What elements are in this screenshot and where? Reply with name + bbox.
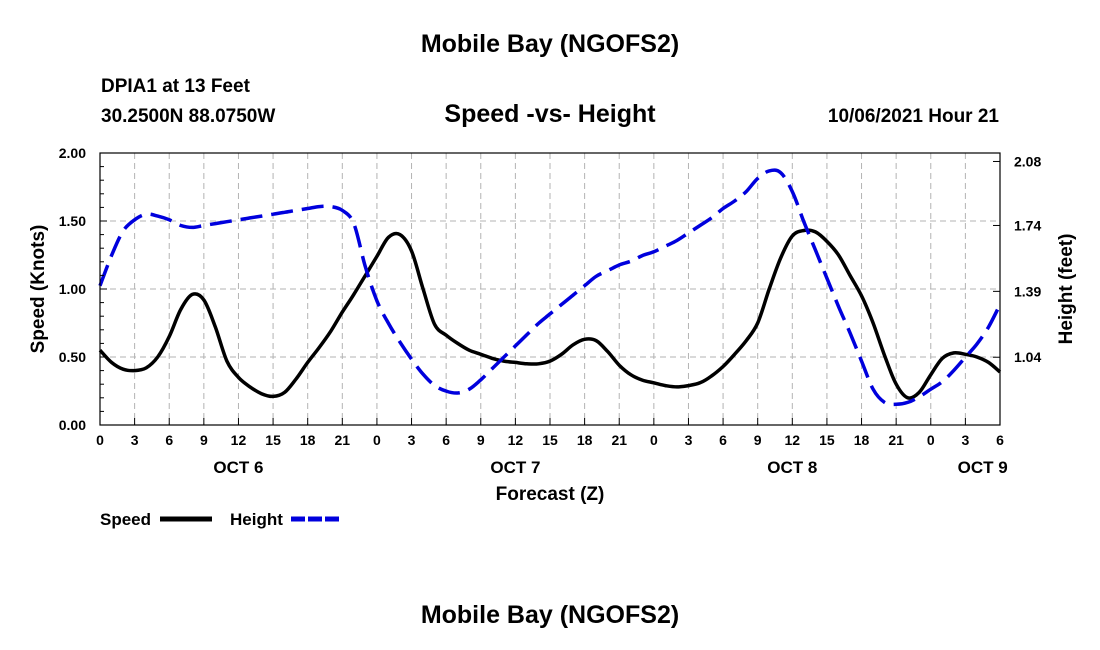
- x-tick-label: 3: [961, 432, 969, 448]
- x-tick-label: 21: [335, 432, 351, 448]
- y-tick-label: 0.00: [59, 417, 86, 433]
- y-tick-label: 1.00: [59, 281, 86, 297]
- chart-title: Speed -vs- Height: [444, 100, 656, 128]
- x-tick-label: 3: [131, 432, 139, 448]
- series-line-speed: [98, 228, 1002, 400]
- x-tick-label: 18: [577, 432, 593, 448]
- x-tick-label: 21: [888, 432, 904, 448]
- x-tick-label: 15: [542, 432, 558, 448]
- y2-tick-label: 1.74: [1014, 217, 1041, 233]
- series-line-height: [98, 168, 1002, 407]
- x-tick-label: 0: [650, 432, 658, 448]
- legend-label-height: Height: [230, 510, 283, 529]
- x-tick-label: 21: [611, 432, 627, 448]
- y2-axis-title: Height (feet): [1056, 234, 1077, 345]
- day-label: OCT 6: [213, 458, 263, 477]
- y2-tick-label: 2.08: [1014, 153, 1041, 169]
- axes: 0 3 6 9 12 15 18 21 0 3 6 9 12 15 18 21 0 3 6 9 12 15 18 21 0 3 6 0…: [28, 145, 1077, 505]
- x-tick-label: 6: [442, 432, 450, 448]
- x-tick-label: 3: [408, 432, 416, 448]
- station-label: DPIA1 at 13 Feet: [101, 76, 250, 97]
- x-tick-label: 15: [265, 432, 281, 448]
- grid-lines: [100, 153, 1000, 425]
- coordinates-label: 30.2500N 88.0750W: [101, 106, 276, 127]
- x-tick-label: 0: [373, 432, 381, 448]
- legend: Speed Height: [100, 510, 342, 529]
- y-axis-title: Speed (Knots): [28, 225, 49, 354]
- day-label: OCT 7: [490, 458, 540, 477]
- y-tick-label: 1.50: [59, 213, 86, 229]
- x-tick-label: 9: [200, 432, 208, 448]
- y2-tick-label: 1.39: [1014, 283, 1041, 299]
- x-tick-label: 9: [754, 432, 762, 448]
- x-tick-label: 6: [719, 432, 727, 448]
- x-tick-label: 12: [508, 432, 524, 448]
- x-tick-label: 18: [300, 432, 316, 448]
- x-tick-label: 6: [165, 432, 173, 448]
- x-tick-label: 9: [477, 432, 485, 448]
- day-label: OCT 9: [958, 458, 1008, 477]
- y-tick-label: 2.00: [59, 145, 86, 161]
- legend-label-speed: Speed: [100, 510, 151, 529]
- x-tick-label: 12: [785, 432, 801, 448]
- page-title: Mobile Bay (NGOFS2): [420, 30, 680, 58]
- y2-tick-label: 1.04: [1014, 349, 1041, 365]
- x-tick-label: 12: [231, 432, 247, 448]
- x-axis-title: Forecast (Z): [496, 484, 605, 505]
- series-lines: [98, 168, 1002, 407]
- x-tick-label: 15: [819, 432, 835, 448]
- x-tick-label: 18: [854, 432, 870, 448]
- x-tick-label: 6: [996, 432, 1004, 448]
- day-label: OCT 8: [767, 458, 817, 477]
- x-tick-label: 3: [685, 432, 693, 448]
- y-tick-label: 0.50: [59, 349, 86, 365]
- x-tick-label: 0: [96, 432, 104, 448]
- page-footer-title: Mobile Bay (NGOFS2): [420, 601, 680, 629]
- x-tick-label: 0: [927, 432, 935, 448]
- forecast-datetime: 10/06/2021 Hour 21: [827, 106, 999, 127]
